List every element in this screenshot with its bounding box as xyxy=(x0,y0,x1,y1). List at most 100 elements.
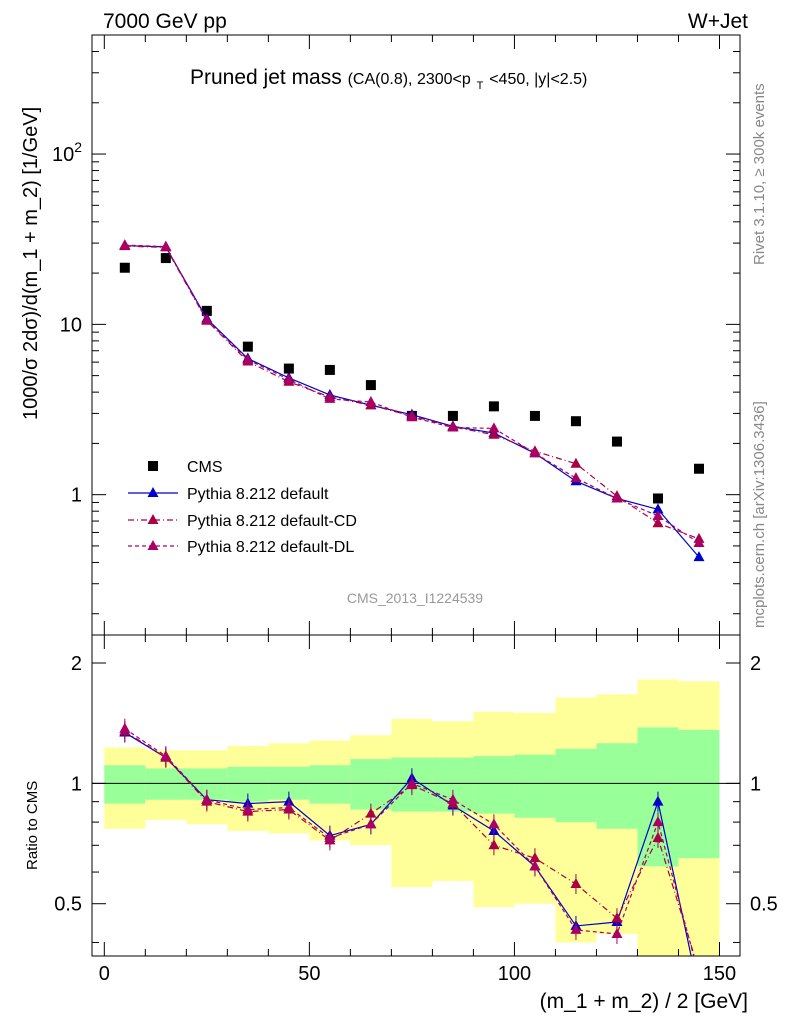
y-tick-label-10: 10 xyxy=(60,314,82,336)
plot-title-sub3: <450, |y|<2.5) xyxy=(489,71,587,88)
x-tick-label: 0 xyxy=(99,963,110,985)
ratio-point-dl xyxy=(365,818,377,829)
main-point-default xyxy=(652,503,664,514)
ratio-band-inner-bin xyxy=(555,748,597,823)
y-tick-label-100: 102 xyxy=(52,139,82,166)
main-point-dl xyxy=(488,422,500,433)
main-point-dl xyxy=(447,421,459,432)
x-tick-label: 100 xyxy=(498,963,531,985)
legend-label-default: Pythia 8.212 default xyxy=(187,486,329,503)
ratio-y-tick-label-right: 1 xyxy=(750,773,761,795)
main-point-dl xyxy=(242,353,254,364)
analysis-id-label: CMS_2013_I1224539 xyxy=(347,590,483,606)
cms-data-point xyxy=(160,253,171,264)
legend-label-dl: Pythia 8.212 default-DL xyxy=(187,539,354,556)
main-point-dl xyxy=(652,509,664,520)
main-point-dl xyxy=(693,537,705,548)
ratio-point-cd xyxy=(365,807,377,818)
cms-data-point xyxy=(611,436,622,447)
ratio-band-inner-bin xyxy=(514,754,556,818)
ratio-point-dl xyxy=(119,722,131,733)
ratio-point-dl xyxy=(570,923,582,934)
ratio-point-dl xyxy=(160,750,172,761)
ratio-ticks: 0 50 100 150 0.5 0.5 1 1 2 2 xyxy=(54,635,778,985)
main-point-cd xyxy=(652,517,664,528)
cms-data-point xyxy=(693,463,704,474)
ratio-point-dl xyxy=(406,777,418,788)
legend-marker-cd xyxy=(147,514,159,524)
ratio-frame xyxy=(91,634,741,957)
ratio-point-dl xyxy=(324,832,336,843)
main-point-dl xyxy=(119,239,131,250)
plot-title-main: Pruned jet mass xyxy=(190,66,342,89)
ratio-point-default xyxy=(652,795,664,806)
plot-title: Pruned jet mass (CA(0.8), 2300<p T <450,… xyxy=(190,66,587,94)
cms-data-point xyxy=(242,341,253,352)
ratio-series-group xyxy=(119,718,696,956)
cms-data-point xyxy=(201,305,212,316)
cms-data-point xyxy=(119,262,130,273)
mcplots-label: mcplots.cern.ch [arXiv:1306.3436] xyxy=(751,401,768,628)
main-point-cd xyxy=(488,428,500,439)
process-label: W+Jet xyxy=(688,10,748,33)
ratio-point-dl xyxy=(611,927,623,938)
cms-data-point xyxy=(324,364,335,375)
ratio-band-inner-bin xyxy=(309,765,351,804)
main-point-dl xyxy=(283,373,295,384)
ratio-band-inner-bin xyxy=(350,759,392,810)
legend: CMS Pythia 8.212 default Pythia 8.212 de… xyxy=(128,459,357,556)
ratio-uncertainty-bands xyxy=(92,679,740,956)
ratio-band-inner-bin xyxy=(473,756,515,814)
cms-data-point xyxy=(529,410,540,421)
ratio-y-tick-label: 1 xyxy=(71,773,82,795)
main-point-dl xyxy=(611,492,623,503)
ratio-point-dl xyxy=(447,793,459,804)
cms-data-point xyxy=(488,401,499,412)
plot-title-sub1: (CA(0.8), 2300<p xyxy=(348,71,471,88)
main-point-dl xyxy=(365,396,377,407)
cms-data-point xyxy=(570,416,581,427)
legend-marker-default xyxy=(147,487,159,497)
energy-label: 7000 GeV pp xyxy=(103,10,227,33)
plot-title-sub2: T xyxy=(477,80,484,92)
legend-label-cms: CMS xyxy=(187,459,223,476)
ratio-y-tick-label-right: 2 xyxy=(750,653,761,675)
main-line-default xyxy=(124,245,700,558)
ratio-y-tick-label-right: 0.5 xyxy=(750,894,778,916)
ratio-point-dl xyxy=(201,793,213,804)
ratio-data-marks xyxy=(119,718,696,956)
rivet-version-label: Rivet 3.1.10, ≥ 300k events xyxy=(751,83,768,265)
ratio-point-dl xyxy=(652,816,664,827)
main-ticks: 1 10 102 xyxy=(52,34,740,635)
ratio-band-inner-bin xyxy=(678,729,720,859)
ratio-y-tick-label: 0.5 xyxy=(54,894,82,916)
ratio-y-tick-label: 2 xyxy=(71,653,82,675)
cms-data-point xyxy=(365,380,376,391)
ratio-panel: 0 50 100 150 0.5 0.5 1 1 2 2 Ratio to CMS (m_1 + … xyxy=(24,634,778,1013)
ratio-point-cd xyxy=(570,878,582,889)
ratio-point-cd xyxy=(652,832,664,843)
ratio-y-axis-label: Ratio to CMS xyxy=(24,781,41,870)
cms-data-point xyxy=(652,493,663,504)
ratio-band-inner-bin xyxy=(145,768,187,800)
main-point-dl xyxy=(406,411,418,422)
main-y-axis-label: 1000/σ 2dσ)/d(m_1 + m_2) [1/GeV] xyxy=(20,107,42,420)
ratio-point-cd xyxy=(611,912,623,923)
main-point-dl xyxy=(160,240,172,251)
main-point-cd xyxy=(570,457,582,468)
ratio-band-inner-bin xyxy=(596,743,638,829)
ratio-band-inner-bin xyxy=(104,765,146,804)
legend-marker-cms xyxy=(148,461,158,471)
main-point-default xyxy=(693,551,705,562)
ratio-point-dl xyxy=(529,860,541,871)
cms-data-point xyxy=(283,363,294,374)
x-axis-label: (m_1 + m_2) / 2 [GeV] xyxy=(540,990,748,1013)
main-point-dl xyxy=(570,472,582,483)
main-point-dl xyxy=(529,447,541,458)
ratio-point-dl xyxy=(488,818,500,829)
ratio-point-dl xyxy=(242,803,254,814)
main-point-dl xyxy=(324,392,336,403)
ratio-point-cd xyxy=(488,839,500,850)
main-point-dl xyxy=(201,314,213,325)
